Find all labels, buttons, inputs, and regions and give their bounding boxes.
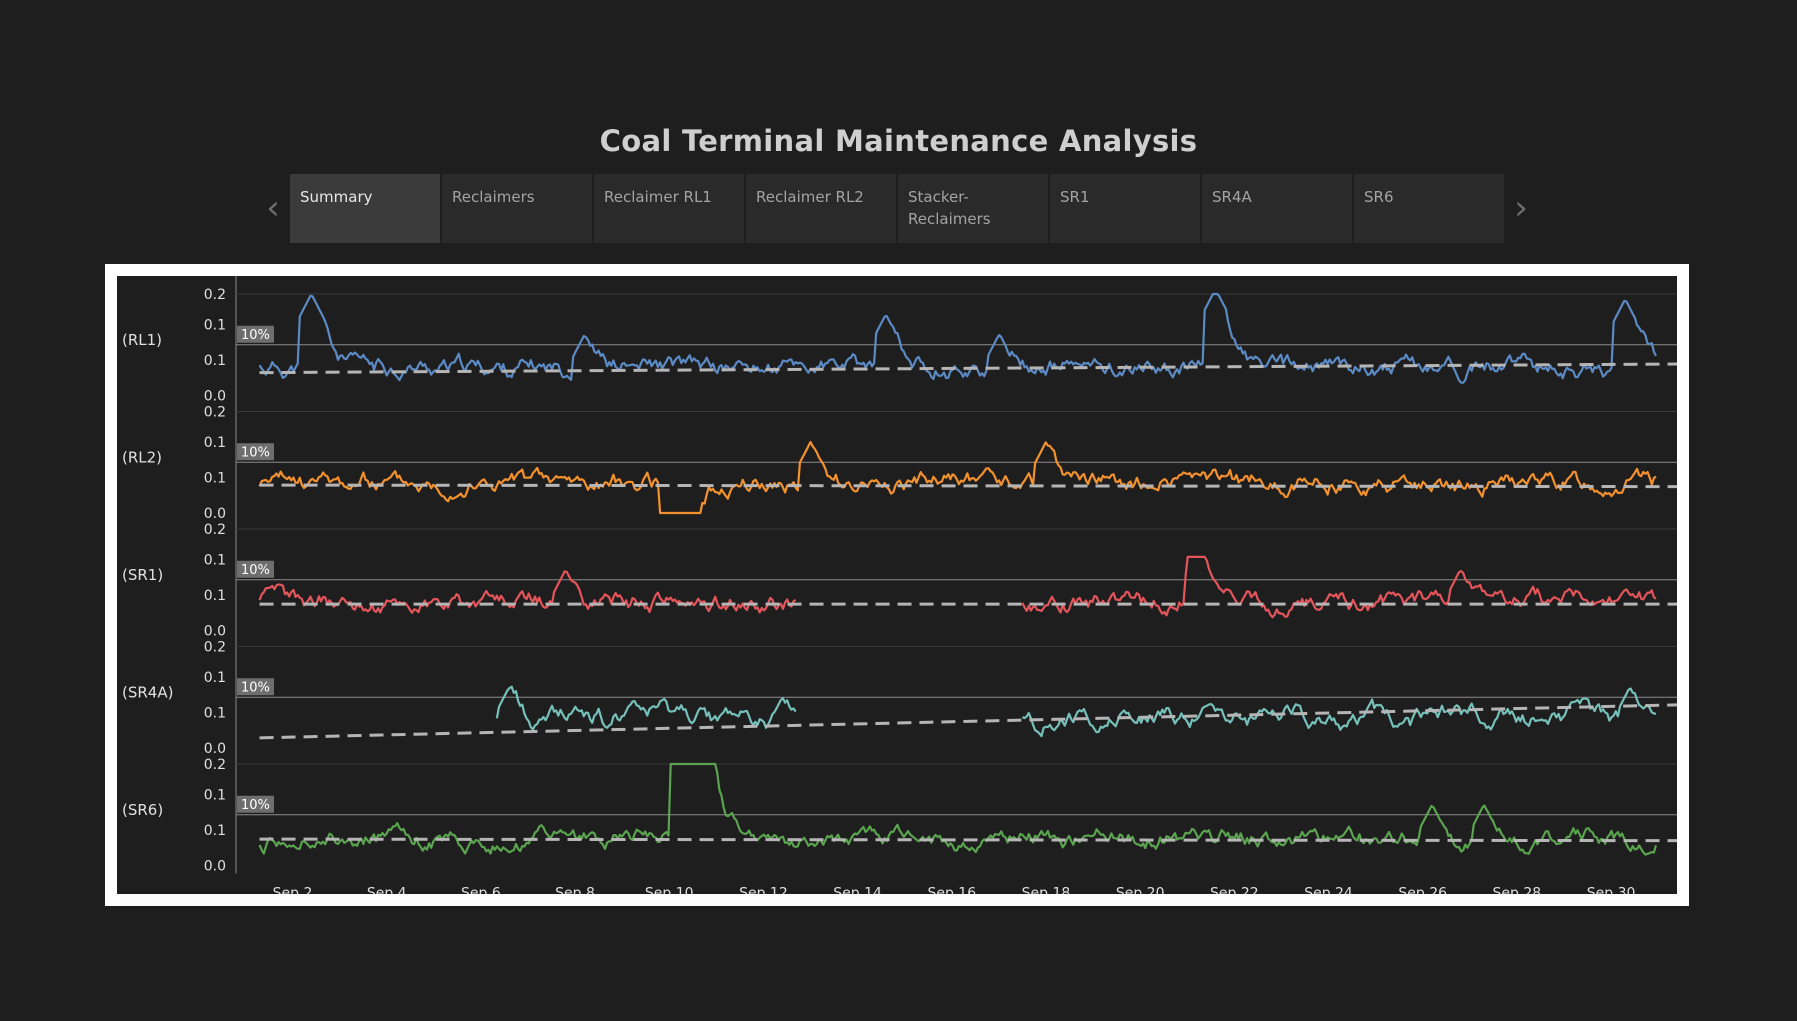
x-tick-label: Sep 2 <box>273 886 313 895</box>
x-tick-label: Sep 6 <box>461 886 501 895</box>
trend-line-rl2 <box>259 483 1678 489</box>
x-tick-label: Sep 28 <box>1493 886 1542 895</box>
reference-line-label: 10% <box>241 798 270 813</box>
y-tick-label: 0.1 <box>204 353 226 369</box>
y-tick-label: 0.1 <box>204 317 226 333</box>
series-label-rl2: (RL2) <box>122 448 162 466</box>
chevron-left-icon[interactable]: ‹ <box>266 188 280 228</box>
series-label-rl1: (RL1) <box>122 331 162 349</box>
y-tick-label: 0.1 <box>204 552 226 568</box>
chevron-right-icon[interactable]: › <box>1514 188 1528 228</box>
y-tick-label: 0.2 <box>204 757 226 773</box>
y-tick-label: 0.0 <box>204 741 226 757</box>
y-tick-label: 0.0 <box>204 859 226 875</box>
x-tick-label: Sep 12 <box>739 886 788 895</box>
series-label-sr1: (SR1) <box>122 566 163 584</box>
tab-reclaimers[interactable]: Reclaimers <box>442 174 592 243</box>
tab-summary[interactable]: Summary <box>290 174 440 243</box>
series-line-sr6 <box>258 762 1658 856</box>
y-tick-label: 0.2 <box>204 287 226 303</box>
trend-line-sr4a <box>259 703 1678 740</box>
y-tick-label: 0.1 <box>204 470 226 486</box>
tab-sr4a[interactable]: SR4A <box>1202 174 1352 243</box>
series-label-sr6: (SR6) <box>122 801 163 819</box>
reference-label-bg <box>237 443 274 461</box>
y-tick-label: 0.1 <box>204 435 226 451</box>
reference-line-label: 10% <box>241 445 270 460</box>
dashboard-title: Coal Terminal Maintenance Analysis <box>599 124 1198 158</box>
series-line-rl2 <box>258 440 1657 515</box>
y-tick-label: 0.1 <box>204 670 226 686</box>
maintenance-chart: 10% 0.2 0.1 0.1 0.0 (RL1) 10% 0.2 0.1 0.1 0.0 (RL2)… <box>117 276 1678 902</box>
series-line-sr4a <box>495 685 1657 738</box>
reference-line-label: 10% <box>241 563 270 578</box>
series-line-rl1 <box>258 292 1657 384</box>
x-tick-label: Sep 26 <box>1398 886 1447 895</box>
x-tick-label: Sep 22 <box>1210 886 1259 895</box>
tab-reclaimer-rl1[interactable]: Reclaimer RL1 <box>594 174 744 243</box>
y-tick-label: 0.0 <box>204 624 226 640</box>
tab-stacker-reclaimers[interactable]: Stacker- Reclaimers <box>898 174 1048 243</box>
reference-label-bg <box>237 678 274 696</box>
reference-line-label: 10% <box>241 328 270 343</box>
x-tick-label: Sep 30 <box>1587 886 1636 895</box>
y-tick-label: 0.1 <box>204 705 226 721</box>
reference-line-label: 10% <box>241 680 270 695</box>
reference-label-bg <box>237 795 274 813</box>
reference-label-bg <box>237 560 274 578</box>
y-tick-label: 0.2 <box>204 640 226 656</box>
tab-sr6[interactable]: SR6 <box>1354 174 1504 243</box>
y-tick-label: 0.0 <box>204 506 226 522</box>
x-tick-label: Sep 20 <box>1116 886 1165 895</box>
x-tick-label: Sep 8 <box>555 886 595 895</box>
tab-sr1[interactable]: SR1 <box>1050 174 1200 243</box>
y-tick-label: 0.1 <box>204 787 226 803</box>
chart-svg: 10% 0.2 0.1 0.1 0.0 (RL1) 10% 0.2 0.1 0.1 0.0 (RL2)… <box>122 276 1678 902</box>
y-tick-label: 0.1 <box>204 588 226 604</box>
tab-reclaimer-rl2[interactable]: Reclaimer RL2 <box>746 174 896 243</box>
trend-line-rl1 <box>259 362 1678 375</box>
series-line-sr1 <box>258 555 1657 619</box>
y-tick-label: 0.2 <box>204 405 226 421</box>
series-label-sr4a: (SR4A) <box>122 683 173 701</box>
x-tick-label: Sep 16 <box>927 886 976 895</box>
y-tick-label: 0.2 <box>204 522 226 538</box>
y-tick-label: 0.0 <box>204 389 226 405</box>
x-tick-label: Sep 24 <box>1304 886 1353 895</box>
x-tick-label: Sep 14 <box>833 886 882 895</box>
trend-line-sr6 <box>259 837 1678 843</box>
reference-label-bg <box>237 325 274 343</box>
x-tick-label: Sep 18 <box>1022 886 1071 895</box>
x-tick-label: Sep 10 <box>645 886 694 895</box>
x-tick-label: Sep 4 <box>367 886 407 895</box>
y-tick-label: 0.1 <box>204 823 226 839</box>
